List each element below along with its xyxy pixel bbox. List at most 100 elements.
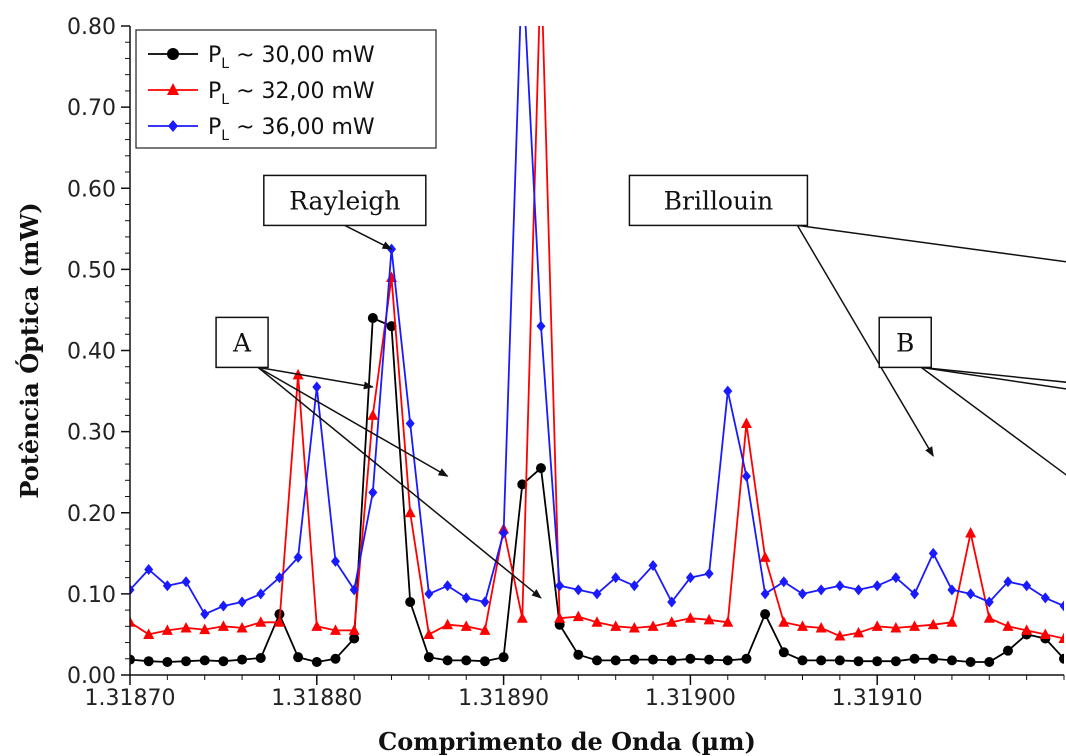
series-0-point (573, 649, 584, 660)
series-1-point (909, 620, 921, 631)
series-0-point (199, 655, 210, 666)
series-0-point (704, 654, 715, 665)
y-tick-label: 0.80 (67, 15, 116, 40)
series-1-point (130, 616, 136, 627)
series-1-point (1058, 632, 1064, 643)
annotation-box (878, 316, 932, 369)
series-2-point (685, 572, 695, 584)
series-1 (130, 26, 1064, 643)
series-1-point (666, 616, 678, 627)
series-0-point (255, 652, 266, 663)
series-0-point (1002, 645, 1013, 656)
series-1-point (796, 620, 808, 631)
series-0-point (293, 652, 304, 663)
series-1-point (722, 616, 734, 627)
y-tick-label: 0.00 (67, 664, 116, 689)
series-2-point (461, 592, 471, 604)
series-2-point (1059, 600, 1064, 612)
annotation-arrow (796, 225, 934, 457)
legend: PL ~ 30,00 mW PL ~ 32,00 mW PL ~ 36,00 mW (135, 29, 437, 149)
x-tick-label: 1.31890 (458, 686, 549, 711)
y-tick-label: 0.70 (67, 96, 116, 121)
series-1-point (554, 612, 566, 623)
series-2-point (741, 470, 751, 482)
series-2-point (667, 596, 677, 608)
series-1-point (983, 612, 995, 623)
series-0-point (479, 656, 490, 667)
series-2-point (405, 418, 415, 430)
series-1-point (423, 628, 435, 639)
annotation-label: A (232, 328, 252, 357)
series-1-point (815, 621, 827, 633)
series-1-point (348, 624, 360, 635)
y-tick-label: 0.60 (67, 177, 116, 202)
series-2-point (293, 551, 303, 563)
series-2-point (966, 588, 976, 600)
series-2-point (891, 572, 901, 584)
series-1-point (255, 616, 267, 627)
y-axis-title: Potência Óptica (mW) (15, 202, 44, 498)
annotation-layer: Rayleigh Brillouin A B (215, 174, 1066, 599)
series-1-point (217, 620, 229, 631)
series-1-point (628, 621, 640, 633)
x-tick-label: 1.31910 (832, 686, 923, 711)
series-1-point (1021, 624, 1033, 635)
legend-item: PL ~ 30,00 mW (148, 43, 375, 72)
series-1-point (946, 616, 958, 627)
annotation-box (263, 174, 427, 227)
series-2-point (797, 588, 807, 600)
series-0-point (311, 657, 322, 668)
annotation-arrow (920, 366, 1066, 476)
series-1-point (965, 527, 977, 538)
series-0-point (834, 655, 845, 666)
series-1-point (311, 620, 323, 631)
series-0-point (797, 655, 808, 666)
series-1-point (684, 612, 696, 623)
series-0-point (405, 596, 416, 607)
series-2-point (1040, 592, 1050, 604)
legend-marker (167, 48, 179, 60)
series-0-point (872, 656, 883, 667)
series-0-point (218, 656, 229, 667)
series-2-point (237, 596, 247, 608)
series-0-point (367, 313, 378, 324)
y-tick-label: 0.20 (67, 502, 116, 527)
series-0-point (442, 655, 453, 666)
series-1-point (273, 616, 285, 627)
series-0-point (741, 653, 752, 664)
series-1-point (778, 616, 790, 627)
series-2-point (760, 588, 770, 600)
series-1-point (460, 620, 472, 631)
series-0-point (946, 655, 957, 666)
series-2-point (1003, 576, 1013, 588)
series-2-point (181, 576, 191, 588)
series-0-point (517, 479, 528, 490)
annotation-0: Rayleigh (263, 174, 427, 250)
series-0-point (629, 654, 640, 665)
series-2-point (424, 588, 434, 600)
series-1-point (834, 630, 846, 641)
annotation-1: Brillouin (628, 174, 1066, 457)
series-2-point (947, 584, 957, 596)
series-1-point (143, 628, 155, 639)
series-1-point (161, 624, 173, 635)
series-2-point (835, 580, 845, 592)
series-2-point (349, 584, 359, 596)
series-1-point (610, 620, 622, 631)
series-2-point (555, 580, 565, 592)
series-0-point (349, 633, 360, 644)
annotation-arrow (257, 366, 542, 599)
series-1-point (329, 624, 341, 635)
series-2-point (872, 580, 882, 592)
series-2-point (928, 547, 938, 559)
series-0-point (1059, 653, 1064, 664)
legend-item: PL ~ 36,00 mW (148, 115, 375, 144)
annotation-2: A (215, 316, 542, 599)
series-1-point (853, 626, 865, 638)
annotation-arrow (257, 366, 374, 390)
series-0-point (162, 657, 173, 668)
series-1-point (759, 551, 771, 562)
y-tick-label: 0.10 (67, 583, 116, 608)
series-2-point (274, 572, 284, 584)
